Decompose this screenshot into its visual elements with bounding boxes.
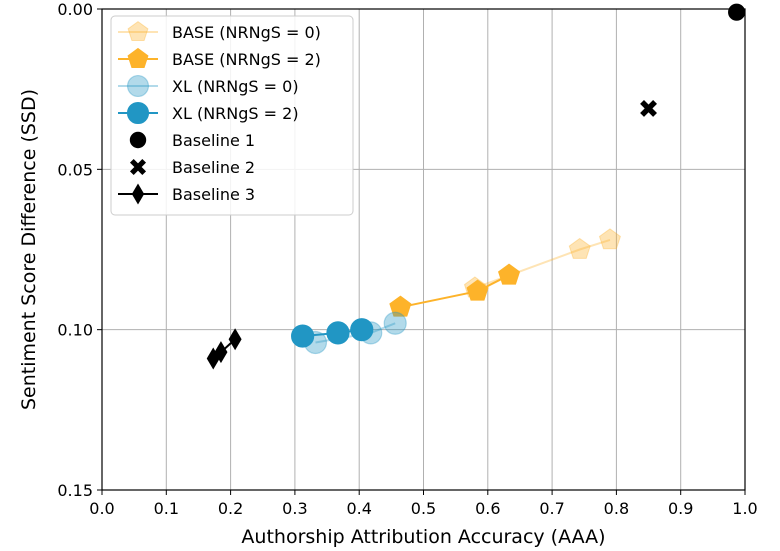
- series-6: [206, 328, 242, 370]
- legend-label: BASE (NRNgS = 0): [172, 23, 321, 42]
- x-axis-title: Authorship Attribution Accuracy (AAA): [241, 526, 605, 548]
- legend-item: Baseline 3: [118, 183, 255, 205]
- legend-label: BASE (NRNgS = 2): [172, 50, 321, 69]
- series-5: [640, 99, 657, 117]
- y-tick-label: 0.05: [57, 160, 93, 179]
- legend-item: Baseline 1: [129, 131, 255, 150]
- legend-marker: [129, 158, 147, 176]
- legend-label: XL (NRNgS = 2): [172, 104, 299, 123]
- legend-label: XL (NRNgS = 0): [172, 77, 299, 96]
- data-point: [291, 324, 315, 348]
- data-point: [228, 328, 242, 351]
- data-point: [383, 311, 407, 335]
- y-tick-label: 0.15: [57, 481, 93, 500]
- data-point: [568, 237, 591, 259]
- x-tick-label: 0.7: [539, 499, 564, 518]
- legend-item: BASE (NRNgS = 2): [118, 47, 321, 69]
- x-tick-label: 0.3: [282, 499, 307, 518]
- axis-ticks: 0.0 0.1 0.2 0.3 0.4 0.5 0.6 0.7 0.8 0.9 1.0 0.00 0.0…: [57, 0, 757, 518]
- legend-box: [110, 15, 354, 216]
- legend-label: Baseline 3: [172, 185, 255, 204]
- data-point: [206, 347, 220, 370]
- x-tick-label: 0.9: [668, 499, 693, 518]
- data-point: [728, 3, 746, 21]
- data-point: [598, 228, 621, 250]
- legend: BASE (NRNgS = 0) BASE (NRNgS = 2) XL (NRNg…: [110, 15, 354, 216]
- legend-marker: [127, 20, 149, 41]
- series-4: [728, 3, 746, 21]
- data-point: [389, 295, 412, 317]
- x-tick-label: 0.8: [604, 499, 629, 518]
- legend-item: BASE (NRNgS = 0): [118, 20, 321, 42]
- legend-marker: [127, 47, 149, 68]
- data-point: [498, 263, 521, 285]
- x-tick-label: 0.2: [218, 499, 243, 518]
- series-3: [291, 318, 374, 348]
- legend-marker: [131, 183, 145, 205]
- data-point: [326, 321, 350, 345]
- x-tick-label: 0.4: [346, 499, 371, 518]
- legend-label: Baseline 2: [172, 158, 255, 177]
- legend-marker: [126, 101, 150, 125]
- x-tick-label: 0.1: [154, 499, 179, 518]
- legend-marker: [126, 74, 150, 98]
- y-axis-title: Sentiment Score Difference (SSD): [18, 89, 40, 410]
- y-tick-label: 0.00: [57, 0, 93, 19]
- x-tick-label: 0.6: [475, 499, 500, 518]
- data-point: [640, 99, 657, 117]
- x-tick-label: 1.0: [732, 499, 757, 518]
- data-point: [350, 318, 374, 342]
- series-1: [389, 263, 521, 317]
- plot-area: [206, 3, 746, 370]
- data-point: [466, 279, 489, 301]
- y-tick-label: 0.10: [57, 321, 93, 340]
- x-tick-label: 0.5: [411, 499, 436, 518]
- legend-item: XL (NRNgS = 2): [118, 101, 299, 125]
- series-line: [400, 274, 510, 309]
- legend-label: Baseline 1: [172, 131, 255, 150]
- legend-item: XL (NRNgS = 0): [118, 74, 299, 98]
- legend-item: Baseline 2: [129, 158, 255, 177]
- legend-marker: [129, 131, 147, 149]
- x-tick-label: 0.0: [89, 499, 114, 518]
